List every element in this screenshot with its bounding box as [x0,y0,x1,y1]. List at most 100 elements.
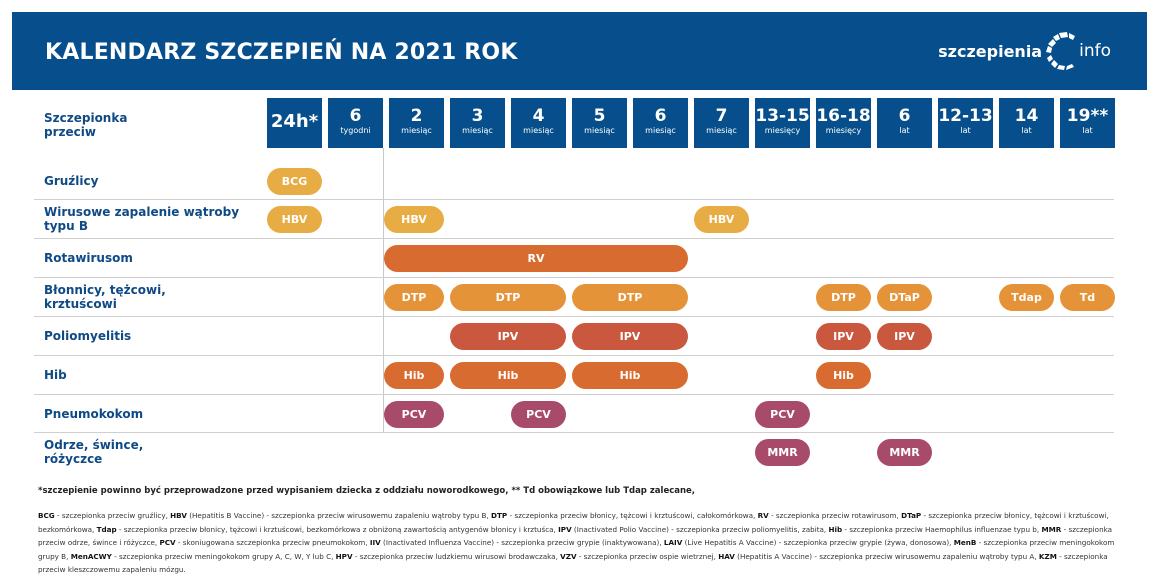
glossary-definition: - szczepionka przeciw kleszczowemu zapal… [38,551,1108,575]
glossary-definition: - szczepionka przeciw ospie wietrznej, [576,551,719,561]
glossary-abbr: Hib [828,524,843,534]
age-value: 24h* [270,111,319,132]
age-value: 13-15 [755,106,810,126]
age-column-header: 7 miesiąc [694,98,749,148]
vaccine-row-label: Gruźlicy [44,174,99,188]
glossary-definition: - skoniugowana szczepionka przeciw pneum… [175,538,370,547]
page-title: KALENDARZ SZCZEPIEŃ NA 2021 ROK [45,40,518,65]
age-value: 6 [898,106,911,126]
glossary-abbr: MMR [1041,524,1062,534]
age-column-header: 4 miesiąc [511,98,566,148]
age-unit: miesiąc [523,126,554,135]
age-column-header: 6 tygodni [328,98,383,148]
vaccine-pill-mmr: MMR [755,439,810,466]
age-column-header: 2 miesiąc [389,98,444,148]
column-header-label: Szczepionka przeciw [44,111,128,139]
footnote-asterisk: *szczepienie powinno być przeprowadzone … [38,486,696,496]
glossary-definition: - szczepionka przeciw błonicy, tężcowi i… [116,524,559,534]
vaccine-pill-dtp: DTP [384,284,444,311]
glossary-definition: (Inactivated Polio Vaccine) - szczepionk… [571,524,829,534]
vaccine-pill-mmr: MMR [877,439,932,466]
glossary-abbr: DTP [491,511,508,520]
glossary-definition: - szczepionka przeciw meningokokom grupy… [111,551,336,561]
vaccine-pill-dtp: DTP [816,284,871,311]
age-unit: lat [1021,126,1032,135]
vaccine-row-label: Pneumokokom [44,407,144,421]
glossary-abbr: BCG [38,511,55,520]
age-column-header: 5 miesiąc [572,98,627,148]
age-value: 3 [471,106,484,126]
glossary-definition: - szczepionka przeciw meningokokom grupy… [38,538,1115,561]
glossary-definition: (Live Hepatitis A Vaccine) - szczepionka… [682,538,954,547]
age-unit: lat [899,126,910,135]
vaccine-pill-hbv: HBV [694,206,749,233]
vaccine-pill-ipv: IPV [816,323,871,350]
age-unit: lat [1082,126,1093,135]
glossary-definition: (Inactivated Influenza Vaccine) - szczep… [380,538,664,547]
vaccine-pill-ipv: IPV [877,323,932,350]
vaccine-pill-bcg: BCG [267,168,322,195]
row-divider [34,199,1114,200]
age-unit: tygodni [340,126,371,135]
vaccine-pill-hib: Hib [384,362,444,389]
age-unit: miesiąc [706,126,737,135]
logo-ring-icon [1045,31,1077,71]
age-unit: miesiąc [584,126,615,135]
vaccine-row-label: Hib [44,368,67,382]
age-column-header: 6 miesiąc [633,98,688,148]
birth-divider [383,148,384,432]
age-column-header: 13-15 miesięcy [755,98,810,148]
age-value: 6 [349,106,362,126]
glossary-definition: - szczepionka przeciw Haemophilus influe… [842,524,1042,534]
age-column-header: 19** lat [1060,98,1115,148]
glossary-abbr: Tdap [96,524,117,534]
vaccine-pill-hbv: HBV [267,206,322,233]
vaccine-pill-dtp: DTP [450,284,566,311]
glossary-abbr: MenB [953,538,977,547]
row-divider [34,277,1114,278]
glossary-definition: - szczepionka przeciw błonicy, tężcowi i… [38,511,1109,534]
glossary-abbr: IPV [558,524,572,534]
vaccine-pill-pcv: PCV [384,401,444,428]
age-unit: lat [960,126,971,135]
age-value: 4 [532,106,545,126]
vaccine-row-label: Błonnicy, tężcowi, krztuścowi [44,283,166,311]
glossary-abbr: DTaP [901,511,922,520]
row-divider [34,316,1114,317]
logo: szczepienia info [938,28,1111,74]
row-divider [34,394,1114,395]
vaccine-pill-hib: Hib [450,362,566,389]
age-unit: miesiąc [645,126,676,135]
title-banner: KALENDARZ SZCZEPIEŃ NA 2021 ROK szczepie… [12,12,1147,90]
age-value: 5 [593,106,606,126]
glossary-abbr: MenACWY [70,551,112,561]
row-divider [34,238,1114,239]
age-value: 12-13 [938,106,993,126]
glossary-abbr: LAIV [663,538,683,547]
glossary-definition: (Hepatitis A Vaccine) - szczepionka prze… [734,551,1039,561]
vaccine-pill-td: Td [1060,284,1115,311]
vaccine-pill-hbv: HBV [384,206,444,233]
logo-text-szczepienia: szczepienia [938,41,1043,61]
age-column-header: 3 miesiąc [450,98,505,148]
age-unit: miesięcy [764,126,801,135]
age-unit: miesięcy [825,126,862,135]
glossary-abbr: HAV [718,551,735,561]
age-value: 16-18 [816,106,871,126]
glossary-abbr: HPV [335,551,353,561]
vaccine-row-label: Poliomyelitis [44,329,132,343]
vaccine-row-label: Rotawirusom [44,251,133,265]
age-column-header: 16-18 miesięcy [816,98,871,148]
vaccine-pill-pcv: PCV [511,401,566,428]
vaccine-pill-dtp: DTP [572,284,688,311]
age-unit: miesiąc [401,126,432,135]
abbreviation-glossary: BCG - szczepionka przeciw gruźlicy, HBV … [38,509,1128,577]
glossary-definition: - szczepionka przeciw odrze, śwince i ró… [38,524,1113,548]
glossary-abbr: RV [757,511,769,520]
age-value: 14 [1014,106,1039,126]
glossary-abbr: KZM [1038,551,1057,561]
age-value: 6 [654,106,667,126]
vaccine-pill-hib: Hib [572,362,688,389]
vaccine-row-label: Wirusowe zapalenie wątroby typu B [44,205,240,233]
logo-text-info: info [1079,41,1111,61]
